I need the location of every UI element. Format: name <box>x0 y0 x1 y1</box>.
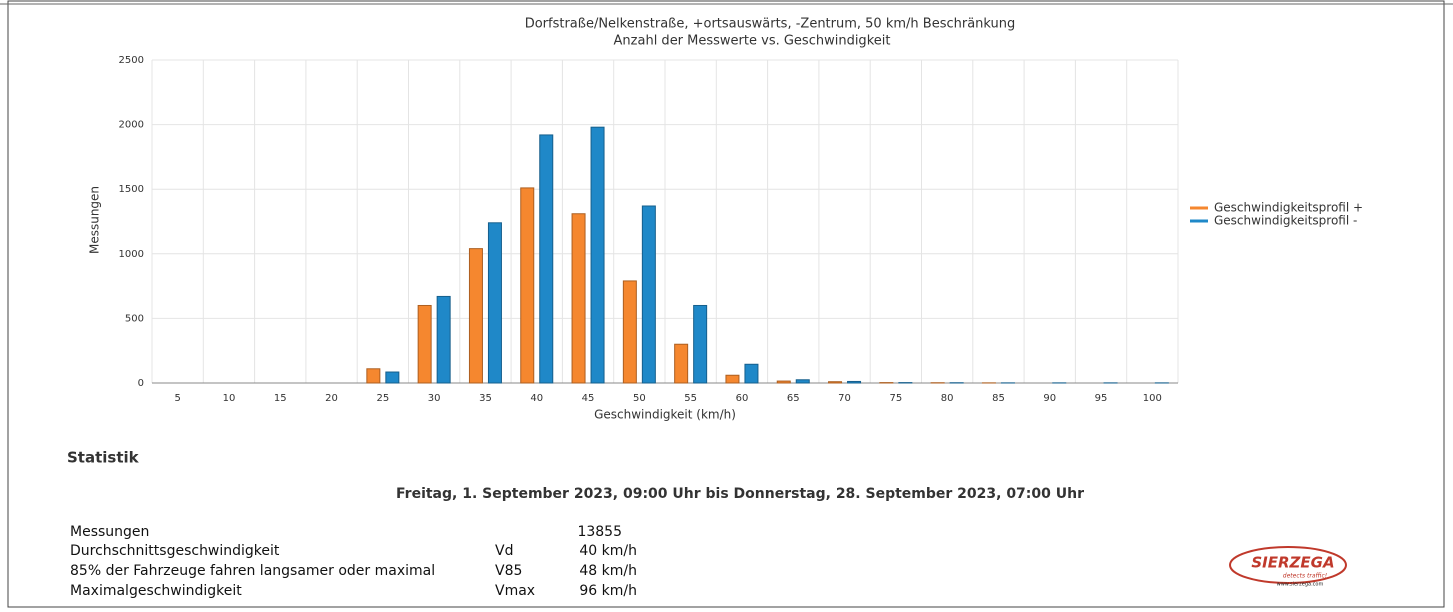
x-tick-label: 75 <box>889 393 902 404</box>
logo: SIERZEGA detects traffic! www.sierzega.c… <box>1230 547 1346 588</box>
x-tick-label: 45 <box>582 393 595 404</box>
x-tick-label: 85 <box>992 393 1005 404</box>
stat-heading: Statistik <box>67 449 140 467</box>
legend-label: Geschwindigkeitsprofil + <box>1214 201 1363 215</box>
stat-symbol: Vmax <box>495 583 535 599</box>
x-tick-label: 60 <box>736 393 749 404</box>
bar <box>521 188 534 383</box>
stat-label: Durchschnittsgeschwindigkeit <box>70 543 280 559</box>
x-tick-label: 55 <box>684 393 697 404</box>
stat-value: 13855 <box>577 524 622 540</box>
stat-value: 48 km/h <box>579 563 637 579</box>
y-tick-label: 1000 <box>119 249 144 260</box>
x-tick-label: 90 <box>1043 393 1056 404</box>
bar <box>469 249 482 383</box>
bar <box>745 364 758 383</box>
x-tick-label: 70 <box>838 393 851 404</box>
bar <box>694 305 707 383</box>
x-tick-label: 40 <box>530 393 543 404</box>
bar <box>488 223 501 383</box>
bar <box>386 372 399 383</box>
x-tick-label: 25 <box>376 393 389 404</box>
bar <box>675 344 688 383</box>
bar <box>572 214 585 383</box>
bar <box>437 296 450 383</box>
bar <box>418 305 431 383</box>
bar <box>726 375 739 383</box>
y-tick-label: 2500 <box>119 55 144 66</box>
x-tick-label: 80 <box>941 393 954 404</box>
bar <box>591 127 604 383</box>
bar <box>623 281 636 383</box>
bar <box>829 382 842 383</box>
bar <box>540 135 553 383</box>
x-tick-label: 20 <box>325 393 338 404</box>
y-tick-label: 1500 <box>119 184 144 195</box>
bar <box>796 380 809 383</box>
stat-label: Messungen <box>70 524 149 540</box>
y-tick-label: 2000 <box>119 120 144 131</box>
legend-label: Geschwindigkeitsprofil - <box>1214 214 1357 228</box>
stat-symbol: V85 <box>495 563 522 579</box>
frame <box>8 1 1444 607</box>
x-tick-label: 65 <box>787 393 800 404</box>
stat-value: 40 km/h <box>579 543 637 559</box>
chart-subtitle: Anzahl der Messwerte vs. Geschwindigkeit <box>614 34 891 49</box>
stat-value: 96 km/h <box>579 583 637 599</box>
stat-symbol: Vd <box>495 543 513 559</box>
logo-url: www.sierzega.com <box>1277 582 1324 588</box>
x-tick-label: 5 <box>174 393 180 404</box>
stat-label: Maximalgeschwindigkeit <box>70 583 242 599</box>
y-axis-label: Messungen <box>88 186 102 254</box>
bar <box>642 206 655 383</box>
x-tick-label: 30 <box>428 393 441 404</box>
x-tick-label: 15 <box>274 393 287 404</box>
x-tick-label: 10 <box>223 393 236 404</box>
x-tick-label: 100 <box>1143 393 1162 404</box>
bar <box>848 381 861 383</box>
chart-title: Dorfstraße/Nelkenstraße, +ortsauswärts, … <box>525 17 1016 32</box>
logo-name: SIERZEGA <box>1251 554 1334 572</box>
bar <box>777 381 790 383</box>
x-tick-label: 50 <box>633 393 646 404</box>
stat-period: Freitag, 1. September 2023, 09:00 Uhr bi… <box>396 486 1084 502</box>
logo-slogan: detects traffic! <box>1283 573 1327 580</box>
x-axis-label: Geschwindigkeit (km/h) <box>594 408 736 422</box>
x-tick-label: 95 <box>1095 393 1108 404</box>
bar <box>367 369 380 383</box>
y-tick-label: 500 <box>125 313 144 324</box>
y-tick-label: 0 <box>138 378 144 389</box>
x-tick-label: 35 <box>479 393 492 404</box>
stat-label: 85% der Fahrzeuge fahren langsamer oder … <box>70 563 435 579</box>
